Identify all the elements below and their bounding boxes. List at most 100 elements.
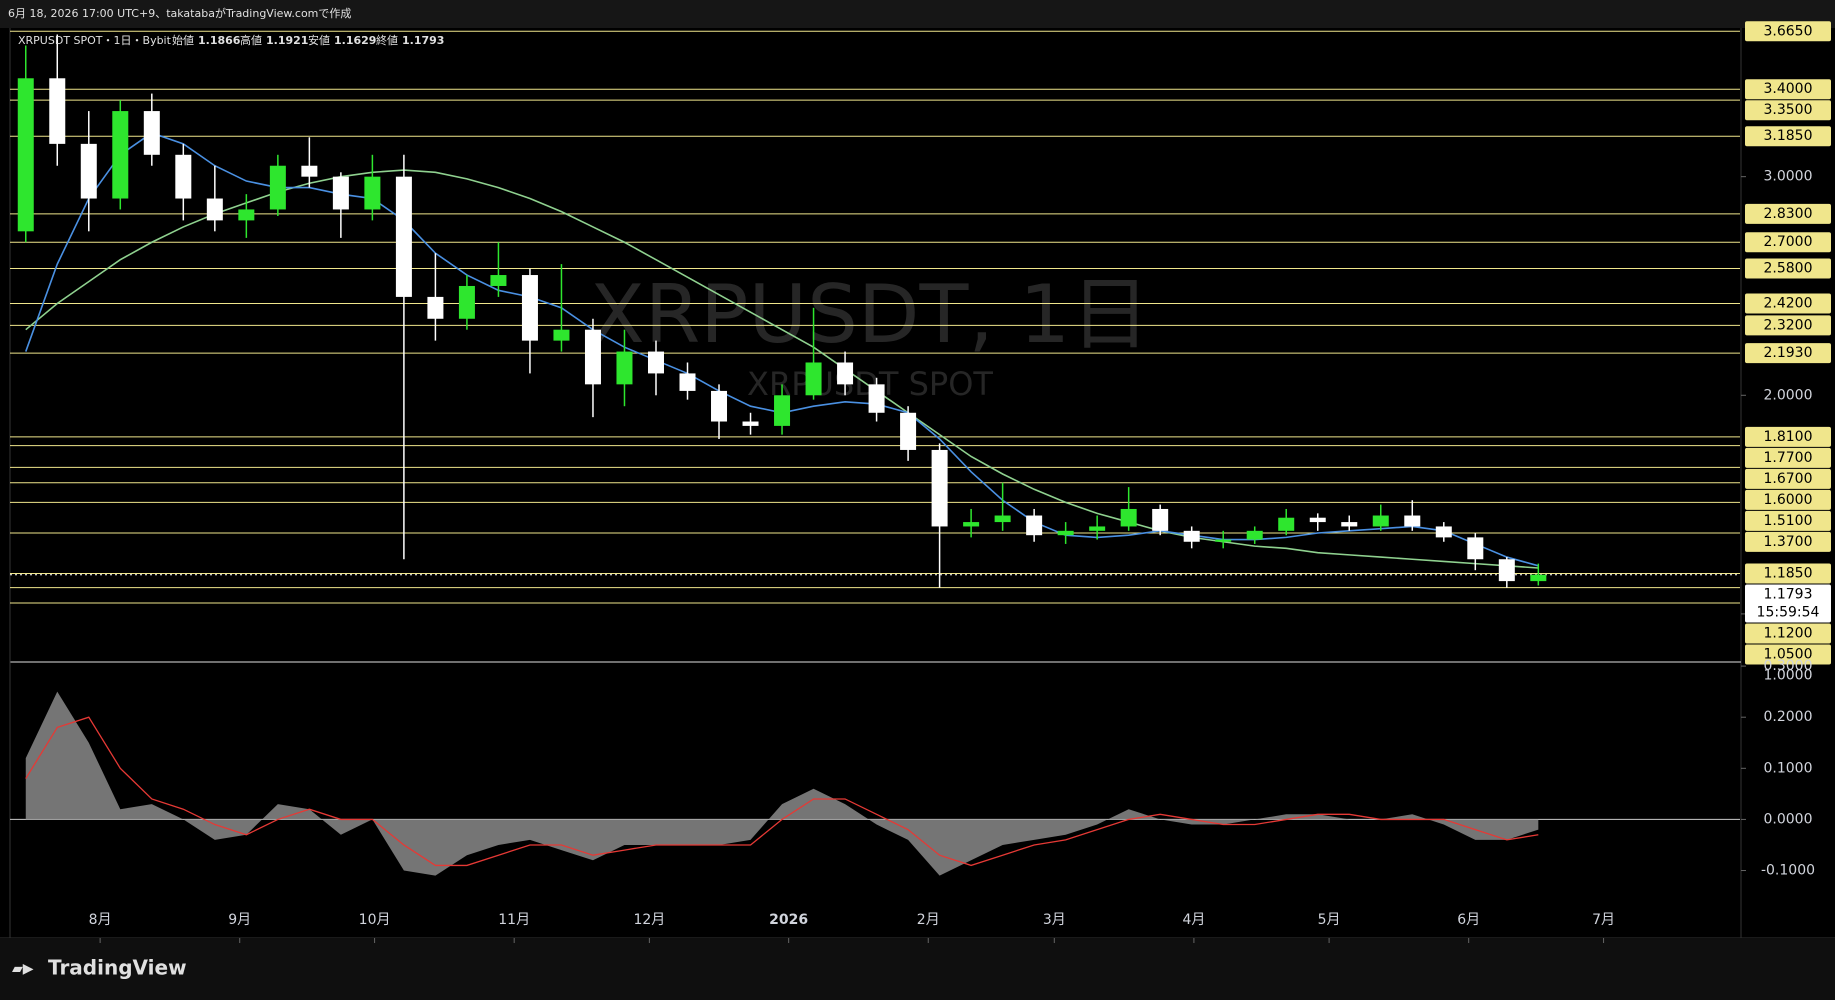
y-tick-label: 2.0000 [1764,387,1813,403]
level-label-box [1745,100,1831,121]
ohlc-value: 1.1866 [198,34,241,47]
candle-body [1089,526,1106,531]
level-label-box [1745,510,1831,531]
level-label: 3.6650 [1764,23,1813,39]
level-label-box [1745,489,1831,510]
level-label-box [1745,315,1831,336]
level-label-box [1745,623,1831,644]
candle-body [1404,515,1421,527]
footer-brand: TradingView [48,956,187,980]
y-tick-label: 1.0000 [1764,667,1813,683]
ohlc-value: 1.1921 [266,34,308,47]
candle-body [805,362,822,396]
candle-body [774,395,791,426]
x-tick-label: 5月 [1318,912,1341,928]
candle-body [679,373,696,391]
header-bar [0,0,1835,28]
candle-body [364,176,381,210]
ohlc-label: 高値 [240,33,262,47]
level-label: 1.5100 [1764,513,1813,529]
candle-body [963,522,980,527]
level-label: 1.8100 [1764,429,1813,445]
level-label: 1.7700 [1764,450,1813,466]
level-label: 3.3500 [1764,102,1813,118]
level-label: 2.3200 [1764,317,1813,333]
level-label: 1.6000 [1764,492,1813,508]
ohlc-value: 1.1793 [402,34,444,47]
candle-body [1435,526,1452,538]
x-tick-label: 7月 [1592,912,1615,928]
level-label-box [1745,21,1831,42]
level-label-box [1745,126,1831,147]
candle-body [1341,522,1358,527]
candle-body [1309,517,1326,523]
header-text: 6月 18, 2026 17:00 UTC+9、takatabaがTrading… [8,6,351,20]
candle-body [143,111,160,155]
candle-body [17,78,34,232]
x-tick-label: 6月 [1457,912,1480,928]
ohlc-label: 安値 [308,33,330,47]
ohlc-label: 終値 [376,33,398,47]
level-label: 2.4200 [1764,295,1813,311]
x-tick-label: 10月 [359,912,391,928]
candle-body [395,176,412,297]
candle-body [1026,515,1043,536]
candle-body [1467,537,1484,560]
level-label: 3.4000 [1764,81,1813,97]
x-tick-label: 9月 [228,912,251,928]
candle-body [206,198,223,221]
x-tick-label: 12月 [633,912,665,928]
candle-body [1183,530,1200,542]
countdown-label: 15:59:54 [1757,604,1820,620]
level-label-box [1745,79,1831,100]
level-label-box [1745,563,1831,584]
candle-body [1372,515,1389,527]
candle-body [868,384,885,413]
macd-histogram-area [25,691,1539,876]
level-label-box [1745,447,1831,468]
candle-body [1246,530,1263,540]
level-label-box [1745,258,1831,279]
plot-layer [10,30,1740,876]
candle-body [175,154,192,199]
x-tick-label: 2026 [769,912,808,928]
ohlc-value: 1.1629 [334,34,376,47]
candle-body [458,285,475,319]
ohlc-label: 始値 [172,33,194,47]
candle-body [584,329,601,385]
candle-body [238,209,255,221]
level-label: 2.5800 [1764,260,1813,276]
level-label: 1.0500 [1764,646,1813,662]
macd-y-tick-label: 0.1000 [1764,760,1813,776]
candle-body [994,515,1011,523]
level-label: 2.7000 [1764,234,1813,250]
watermark: XRPUSDT, 1日 [590,268,1150,361]
candle-body [616,351,633,385]
y-tick-label: 3.0000 [1764,169,1813,185]
candle-body [521,275,538,341]
level-label: 1.1200 [1764,625,1813,641]
level-label-box [1745,293,1831,314]
x-tick-label: 2月 [917,912,940,928]
candle-body [711,390,728,422]
level-label: 1.3700 [1764,534,1813,550]
macd-signal-line [25,716,1539,867]
level-label: 2.1930 [1764,345,1813,361]
candle-body [301,165,318,177]
level-label-box [1745,426,1831,447]
level-label: 1.1850 [1764,565,1813,581]
level-label-box [1745,203,1831,224]
level-label-box [1745,644,1831,665]
level-label: 1.6700 [1764,471,1813,487]
candle-body [490,275,507,286]
last-price-box [1745,584,1831,623]
macd-y-tick-label: -0.1000 [1761,863,1815,879]
x-tick-label: 3月 [1043,912,1066,928]
candle-body [1498,559,1515,582]
candle-body [1278,517,1295,531]
x-tick-label: 8月 [89,912,112,928]
candle-body [332,176,349,210]
footer-bar [0,938,1835,1000]
candle-body [112,111,129,199]
candle-body [742,421,759,426]
